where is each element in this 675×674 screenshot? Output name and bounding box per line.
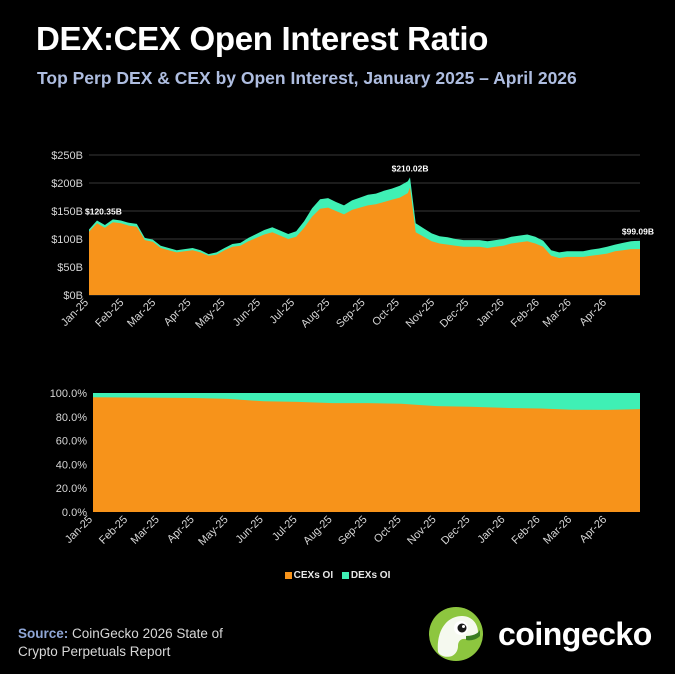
source-line-1: CoinGecko 2026 State of <box>72 626 223 641</box>
x-tick-label: Apr-25 <box>165 514 197 546</box>
x-tick-label: Feb-26 <box>509 297 542 330</box>
x-tick-label: Jan-26 <box>475 514 507 546</box>
x-tick-label: Jul-25 <box>270 514 300 544</box>
data-label: $99.09B <box>622 227 654 237</box>
legend-swatch-cex <box>284 572 292 579</box>
x-tick-label: Dec-25 <box>439 514 473 548</box>
y-tick-label: $50B <box>57 262 83 274</box>
x-tick-label: Dec-25 <box>438 297 472 331</box>
x-tick-label: Apr-26 <box>577 297 609 329</box>
legend: CEXs OI DEXs OI <box>0 570 675 582</box>
y-tick-label: 80.0% <box>56 412 87 424</box>
y-tick-label: $200B <box>51 178 83 190</box>
x-tick-label: Jun-25 <box>234 514 266 546</box>
x-tick-label: Aug-25 <box>301 514 335 548</box>
chart-title: DEX:CEX Open Interest Ratio <box>36 20 489 57</box>
brand-name: coingecko <box>498 615 652 652</box>
legend-swatch-dex <box>341 572 349 579</box>
source-line-2: Crypto Perpetuals Report <box>18 644 171 659</box>
data-label: $120.35B <box>85 207 122 217</box>
brand-logo: coingecko <box>428 606 652 662</box>
x-tick-label: Sep-25 <box>334 297 368 331</box>
y-tick-label: 20.0% <box>56 483 87 495</box>
y-tick-label: $0B <box>63 290 83 302</box>
y-tick-label: 100.0% <box>50 388 88 400</box>
x-tick-label: Feb-25 <box>97 514 130 547</box>
x-tick-label: Nov-25 <box>404 297 438 331</box>
y-tick-label: $250B <box>51 150 83 162</box>
chart-subtitle: Top Perp DEX & CEX by Open Interest, Jan… <box>37 68 577 88</box>
x-tick-label: Sep-25 <box>336 514 370 548</box>
x-tick-label: Oct-25 <box>372 514 404 546</box>
x-tick-label: Jun-25 <box>231 297 263 329</box>
cex-area-series <box>89 187 640 295</box>
y-tick-label: 40.0% <box>56 459 87 471</box>
x-tick-label: Jul-25 <box>268 297 298 327</box>
x-tick-label: May-25 <box>196 514 230 548</box>
y-tick-label: 0.0% <box>62 507 87 519</box>
source-label: Source: <box>18 626 69 641</box>
x-tick-label: Mar-25 <box>129 514 162 547</box>
x-tick-label: Mar-25 <box>125 297 158 330</box>
data-label: $210.02B <box>392 163 429 173</box>
source-note: Source: CoinGecko 2026 State of Crypto P… <box>18 625 223 661</box>
x-tick-label: Feb-26 <box>510 514 543 547</box>
legend-label-dex: DEXs OI <box>350 570 391 581</box>
y-tick-label: $100B <box>51 234 83 246</box>
x-tick-label: Apr-26 <box>578 514 610 546</box>
gecko-logo-icon <box>429 607 483 661</box>
x-tick-label: Jan-26 <box>474 297 506 329</box>
legend-item-cex: CEXs OI <box>284 570 334 581</box>
x-tick-label: Feb-25 <box>93 297 126 330</box>
y-tick-label: 60.0% <box>56 436 87 448</box>
cex-area-series <box>93 397 640 512</box>
x-tick-label: Oct-25 <box>370 297 402 329</box>
x-tick-label: Aug-25 <box>299 297 333 331</box>
y-tick-label: $150B <box>51 206 83 218</box>
legend-item-dex: DEXs OI <box>341 570 391 581</box>
x-tick-label: May-25 <box>193 297 227 331</box>
x-tick-label: Mar-26 <box>541 297 574 330</box>
x-tick-label: Mar-26 <box>541 514 574 547</box>
legend-label-cex: CEXs OI <box>293 570 334 581</box>
x-tick-label: Nov-25 <box>405 514 439 548</box>
x-tick-label: Apr-25 <box>162 297 194 329</box>
